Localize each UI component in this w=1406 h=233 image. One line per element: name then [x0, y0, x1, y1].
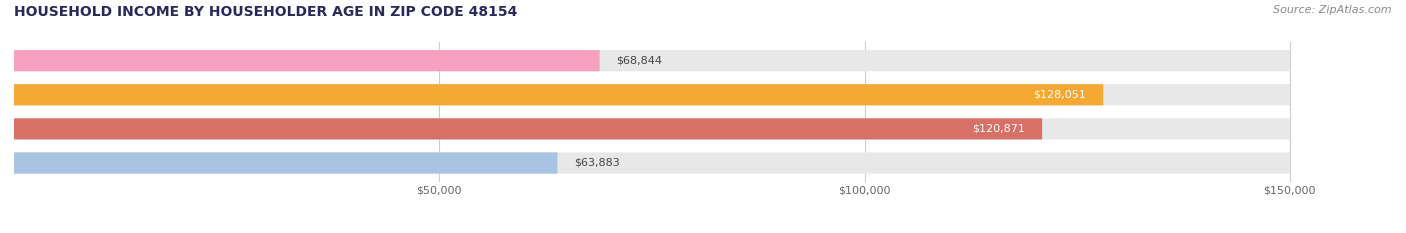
FancyBboxPatch shape: [14, 84, 1104, 105]
FancyBboxPatch shape: [14, 118, 1289, 140]
FancyBboxPatch shape: [14, 50, 1289, 71]
FancyBboxPatch shape: [14, 50, 599, 71]
FancyBboxPatch shape: [14, 118, 1042, 140]
FancyBboxPatch shape: [14, 152, 1289, 174]
FancyBboxPatch shape: [14, 84, 1289, 105]
Text: $63,883: $63,883: [575, 158, 620, 168]
Text: $128,051: $128,051: [1033, 90, 1087, 100]
Text: Source: ZipAtlas.com: Source: ZipAtlas.com: [1274, 5, 1392, 15]
Text: $120,871: $120,871: [972, 124, 1025, 134]
FancyBboxPatch shape: [14, 152, 557, 174]
Text: $68,844: $68,844: [617, 56, 662, 66]
Text: HOUSEHOLD INCOME BY HOUSEHOLDER AGE IN ZIP CODE 48154: HOUSEHOLD INCOME BY HOUSEHOLDER AGE IN Z…: [14, 5, 517, 19]
